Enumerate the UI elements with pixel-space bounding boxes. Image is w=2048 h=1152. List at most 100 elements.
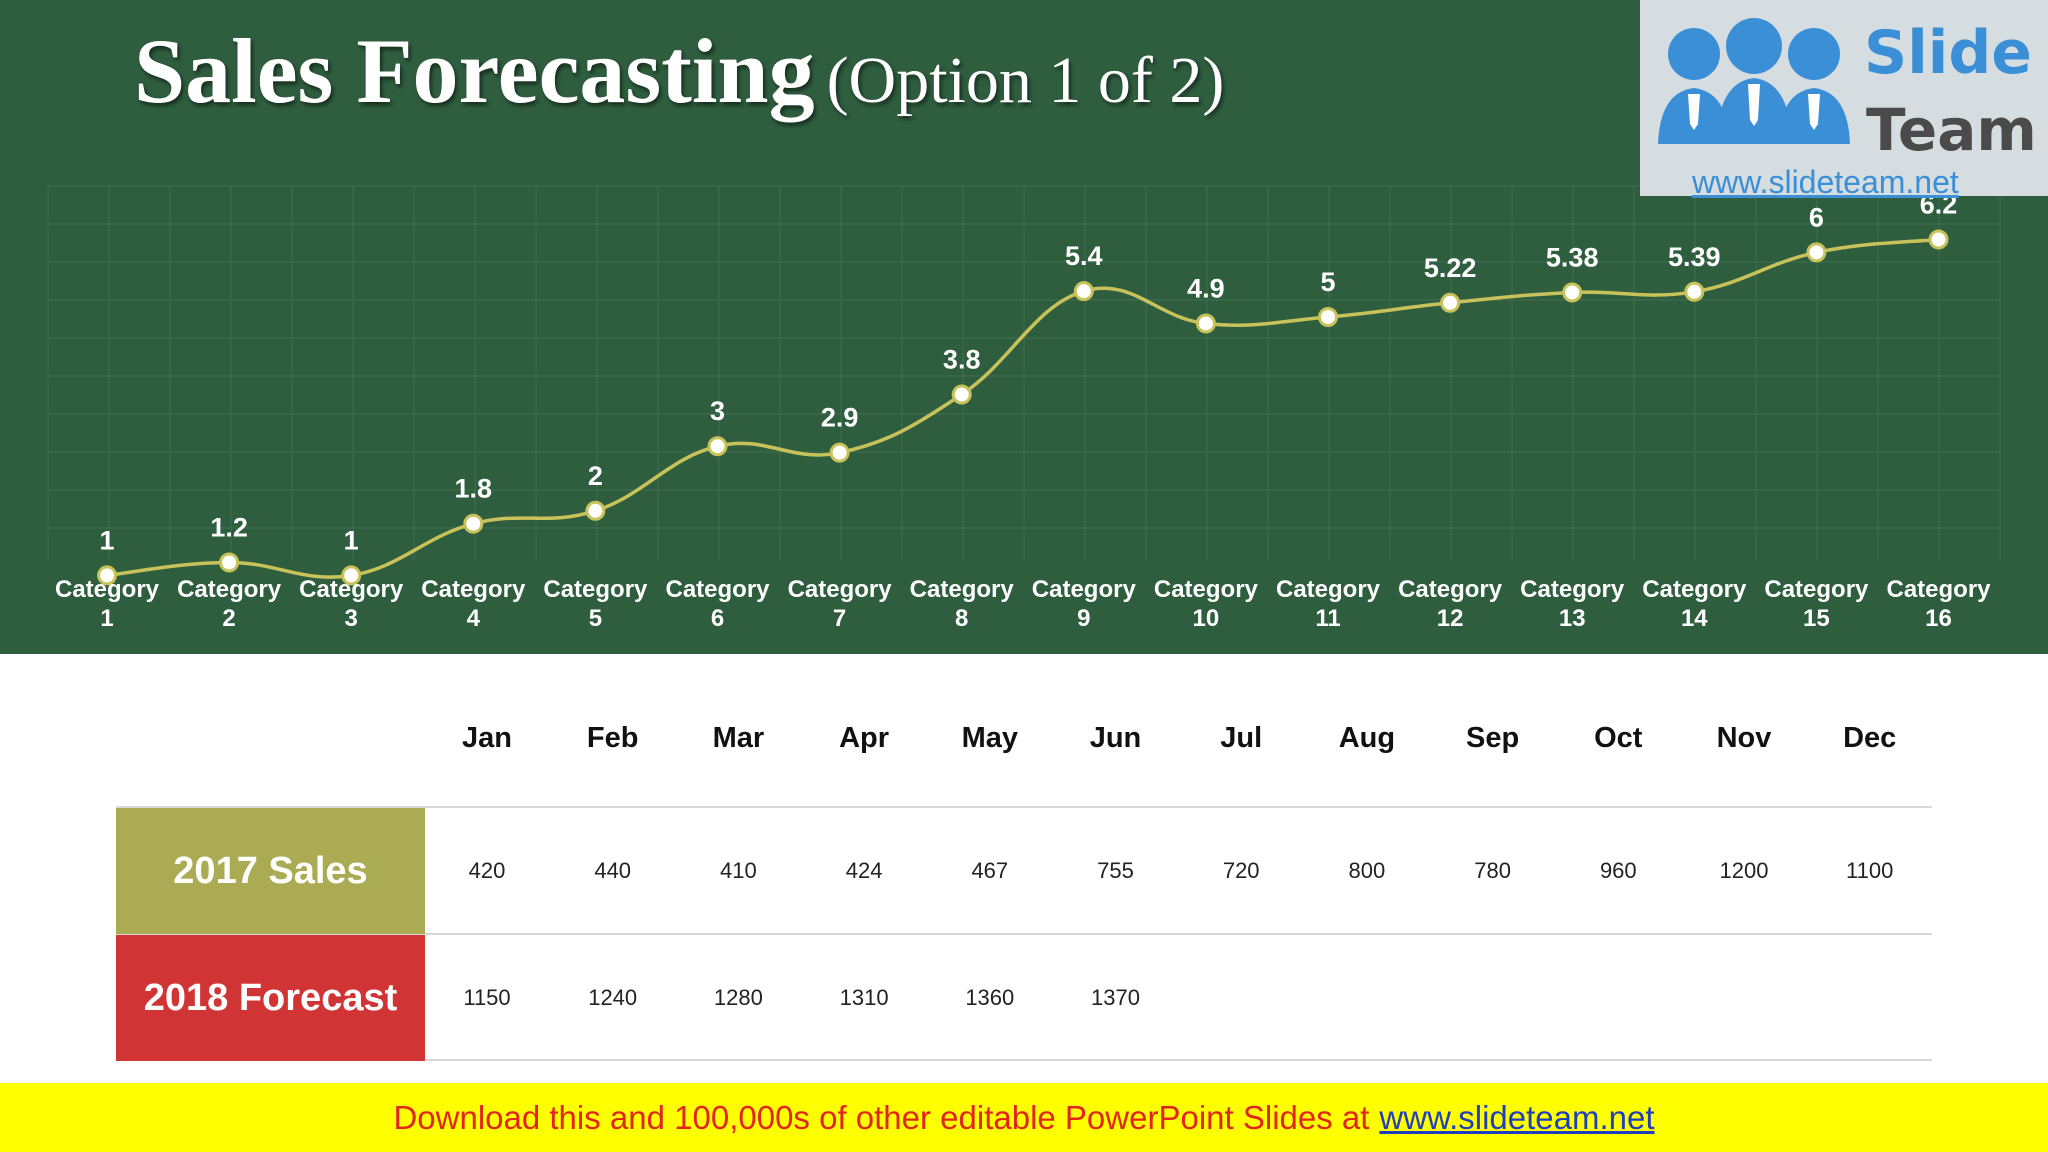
category-tick-label: Category	[1764, 576, 1869, 603]
data-label: 5.39	[1668, 242, 1721, 272]
data-point	[1684, 281, 1705, 302]
data-point	[1073, 281, 1094, 302]
column-header: May	[961, 722, 1018, 754]
category-tick-label: Category	[1642, 576, 1747, 603]
table-cell: 1200	[1719, 858, 1769, 883]
table-cell: 755	[1097, 858, 1134, 883]
column-header: Jul	[1220, 722, 1263, 754]
data-label: 1.8	[455, 474, 493, 504]
logo-url-link[interactable]: www.slideteam.net	[1692, 164, 1959, 200]
data-label: 1.2	[210, 512, 248, 542]
data-label: 3.8	[943, 345, 981, 375]
category-tick-label: 13	[1559, 605, 1586, 632]
logo-word-slide: Slide	[1864, 18, 2032, 88]
data-point	[1195, 313, 1216, 334]
data-point	[707, 436, 728, 457]
category-tick-label: 4	[467, 605, 481, 632]
data-point	[829, 442, 850, 463]
category-tick-label: Category	[177, 576, 282, 603]
category-tick-label: Category	[1520, 576, 1625, 603]
category-tick-label: 12	[1437, 605, 1464, 632]
download-banner: Download this and 100,000s of other edit…	[0, 1083, 2048, 1152]
data-point	[341, 565, 362, 586]
column-header: Nov	[1716, 722, 1772, 754]
category-tick-label: 10	[1193, 605, 1220, 632]
data-point	[1806, 242, 1827, 263]
slide-title: Sales Forecasting (Option 1 of 2)	[134, 18, 1224, 124]
logo-word-team: Team	[1866, 96, 2037, 164]
row-label: 2018 Forecast	[116, 935, 425, 1061]
category-tick-label: Category	[910, 576, 1015, 603]
table-cell: 1240	[588, 985, 638, 1010]
table-cell: 780	[1474, 858, 1511, 883]
data-point	[1318, 307, 1338, 327]
data-point	[951, 384, 972, 405]
row-divider	[116, 806, 1932, 808]
table-cell: 1280	[713, 985, 763, 1010]
data-point	[97, 565, 117, 586]
data-point	[1562, 282, 1583, 303]
data-point	[1928, 229, 1949, 250]
category-tick-label: Category	[55, 576, 160, 603]
data-label: 2.9	[821, 403, 859, 433]
column-header: Apr	[839, 722, 890, 754]
row-divider	[116, 1059, 1932, 1061]
category-tick-label: 8	[955, 605, 968, 632]
table-cell: 1360	[965, 985, 1015, 1010]
people-icon	[1658, 18, 1850, 144]
row-label: 2017 Sales	[116, 808, 425, 934]
data-label: 5.38	[1546, 242, 1599, 272]
data-label: 5.4	[1065, 241, 1103, 271]
category-tick-label: Category	[788, 576, 893, 603]
column-header: Aug	[1338, 722, 1396, 754]
table-cell: 1370	[1091, 985, 1140, 1010]
data-point	[585, 500, 606, 521]
row-divider	[116, 933, 1932, 935]
column-header: Oct	[1594, 722, 1643, 754]
chart-grid	[47, 185, 2001, 560]
category-tick-label: 1	[100, 605, 113, 632]
category-tick-label: 6	[711, 605, 724, 632]
category-tick-label: 3	[345, 605, 358, 632]
series-line	[106, 237, 1939, 579]
table-cell: 424	[845, 858, 883, 883]
table-cell: 1310	[839, 985, 889, 1010]
table-cell: 420	[468, 858, 506, 883]
data-point	[463, 513, 484, 534]
column-header: Jan	[462, 722, 512, 754]
category-tick-label: 15	[1803, 605, 1830, 632]
data-label: 4.9	[1187, 273, 1225, 303]
column-header: Sep	[1466, 722, 1520, 754]
category-tick-label: 5	[589, 605, 602, 632]
category-tick-label: Category	[1886, 576, 1991, 603]
category-tick-label: Category	[543, 576, 648, 603]
category-tick-label: Category	[665, 576, 770, 603]
category-tick-label: Category	[299, 576, 404, 603]
category-tick-label: Category	[1032, 576, 1137, 603]
title-subtitle: (Option 1 of 2)	[826, 44, 1225, 117]
category-tick-label: 16	[1925, 605, 1952, 632]
category-tick-label: 2	[222, 605, 235, 632]
title-main: Sales Forecasting	[134, 20, 815, 122]
category-tick-label: 14	[1681, 605, 1708, 632]
slideteam-logo: Slide Team www.slideteam.net	[1640, 0, 2048, 200]
table-cell: 1150	[463, 985, 511, 1010]
column-header: Mar	[712, 722, 765, 754]
column-header: Jun	[1089, 722, 1142, 754]
data-label: 5	[1320, 267, 1335, 297]
banner-text: Download this and 100,000s of other edit…	[393, 1098, 1370, 1136]
column-header: Dec	[1843, 722, 1897, 754]
banner-link[interactable]: www.slideteam.net	[1379, 1098, 1655, 1136]
table-cell: 960	[1599, 858, 1637, 883]
column-header: Feb	[586, 722, 639, 754]
table-cell: 800	[1348, 858, 1386, 883]
table-cell: 410	[720, 858, 757, 883]
data-label: 6	[1809, 202, 1824, 232]
data-label: 1	[344, 525, 359, 555]
category-tick-label: Category	[421, 576, 526, 603]
category-tick-label: 9	[1077, 605, 1090, 632]
category-tick-label: Category	[1154, 576, 1259, 603]
category-tick-label: 11	[1315, 605, 1340, 632]
data-label: 3	[710, 396, 725, 426]
table-cell: 1100	[1846, 858, 1894, 883]
